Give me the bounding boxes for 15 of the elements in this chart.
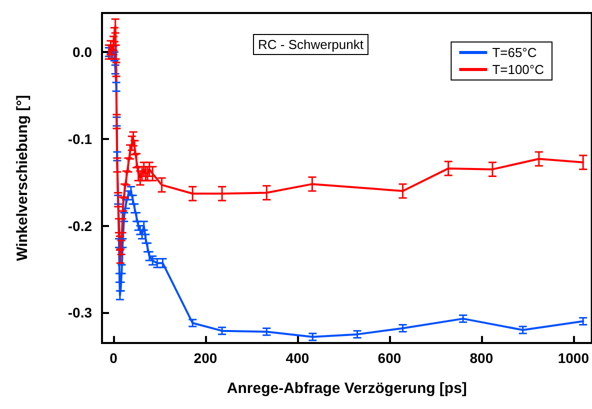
y-tick-label: -0.3 [68,304,92,321]
x-tick-label: 0 [110,350,118,366]
x-tick-label: 600 [378,350,402,366]
y-tick-label: 0.0 [72,44,92,60]
legend-label: T=65°C [492,45,537,60]
x-tick-label: 400 [286,350,310,366]
y-tick-label: -0.2 [68,218,92,234]
x-tick-label: 200 [194,350,218,366]
x-tick-label: 1000 [558,350,590,366]
x-axis-title: Anrege-Abfrage Verzögerung [ps] [226,380,467,397]
x-tick-label: 800 [470,350,494,366]
annotation: RC - Schwerpunkt [258,37,364,52]
y-tick-label: -0.1 [68,130,92,147]
legend-label: T=100°C [492,62,544,77]
y-axis-title: Winkelverschiebung [°] [14,95,31,261]
